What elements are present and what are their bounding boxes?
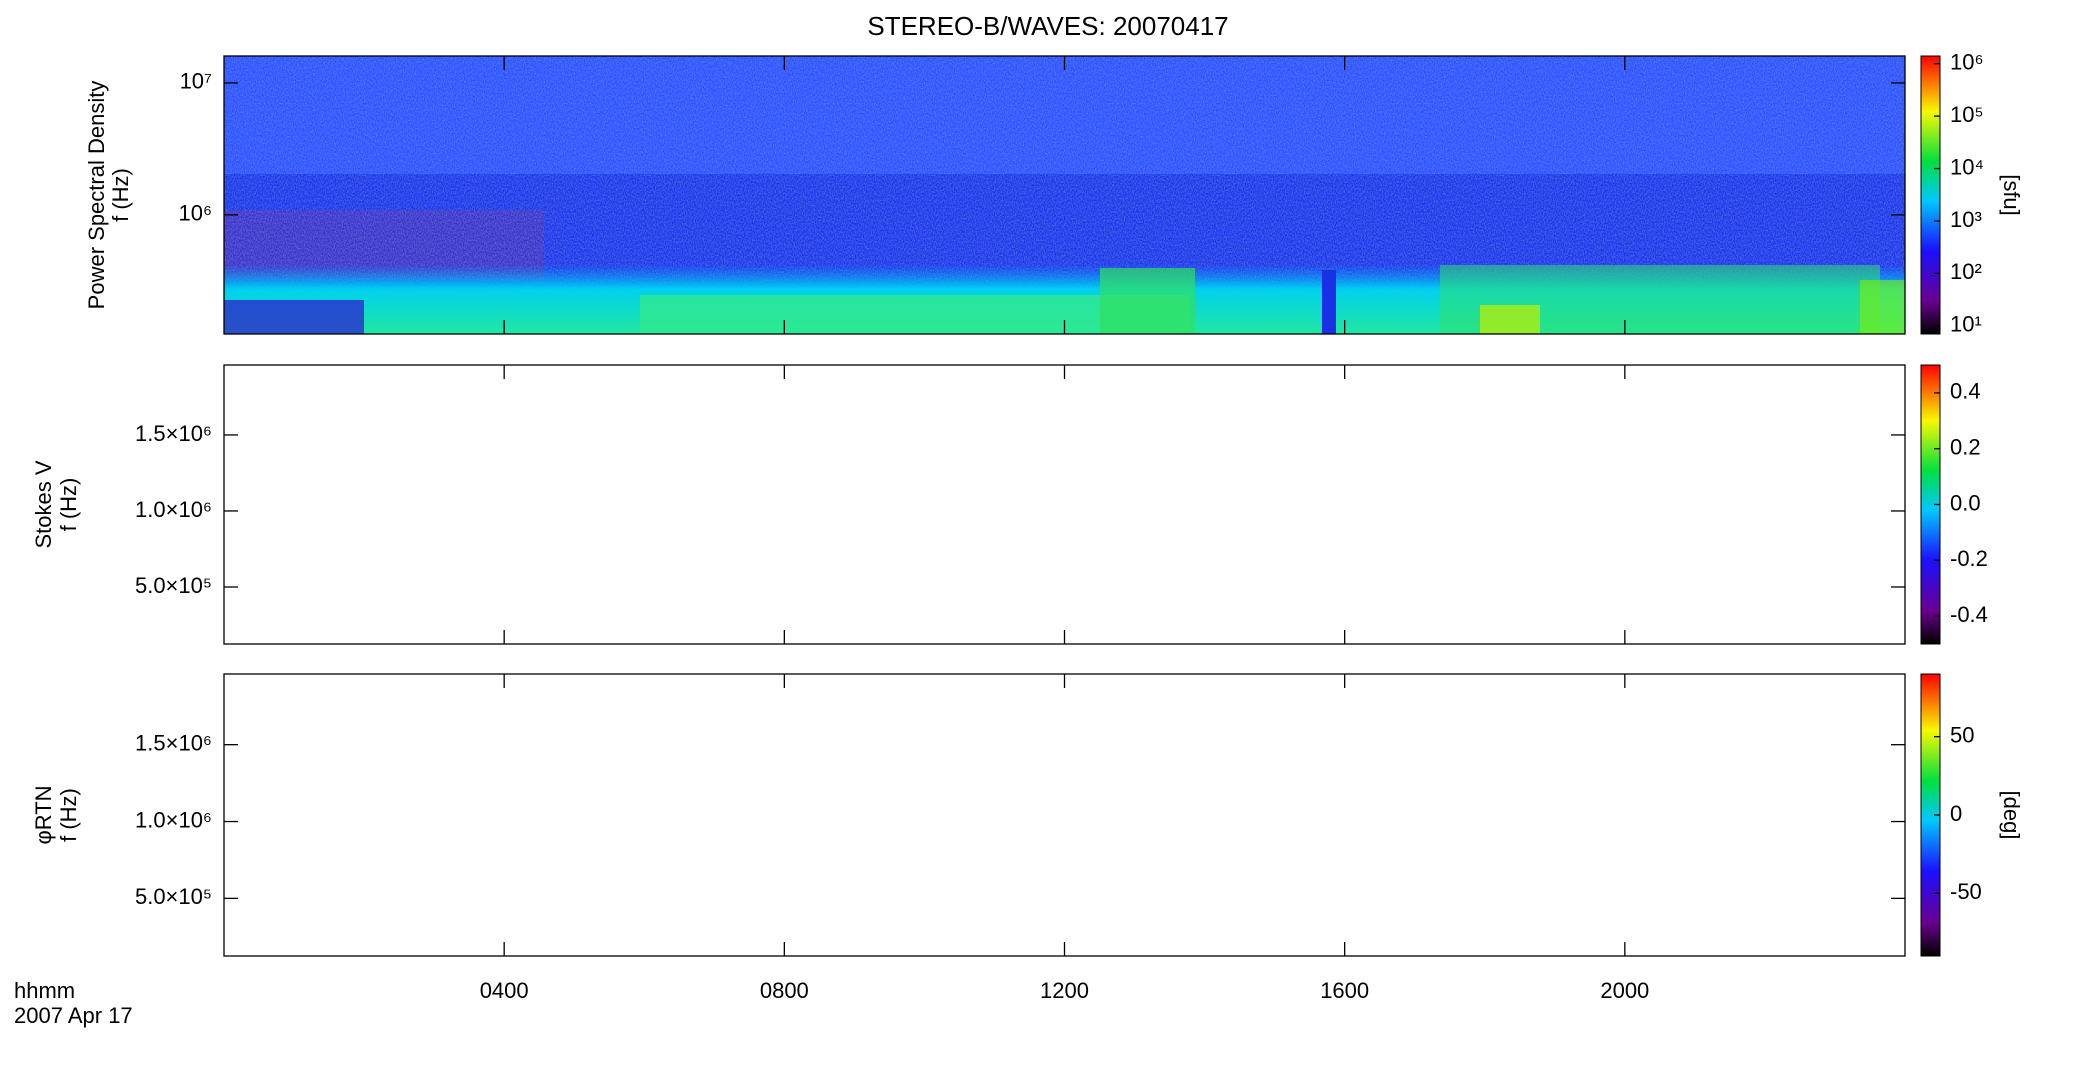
y-axis-label: Stokes V	[31, 460, 56, 548]
colorbar-tick-label: -0.4	[1950, 602, 1988, 627]
x-tick-label: 1200	[1040, 978, 1089, 1003]
y-tick-label: 1.5×10⁶	[135, 421, 212, 446]
date-label: 2007 Apr 17	[14, 1003, 133, 1028]
y-axis-label: Power Spectral Density	[84, 81, 109, 310]
y-tick-label: 5.0×10⁵	[135, 884, 212, 909]
colorbar-label: [deg]	[1999, 791, 2024, 840]
x-tick-label: 1600	[1320, 978, 1369, 1003]
y-axis-label: φRTN	[31, 785, 56, 844]
y-tick-label: 10⁶	[178, 201, 212, 226]
colorbar-tick-label: 0	[1950, 801, 1962, 826]
y-tick-label: 1.0×10⁶	[135, 497, 212, 522]
colorbar-tick-label: -50	[1950, 879, 1982, 904]
plot-area	[224, 365, 1905, 644]
y-tick-label: 5.0×10⁵	[135, 573, 212, 598]
colorbar	[1920, 55, 1941, 335]
colorbar-tick-label: -0.2	[1950, 546, 1988, 571]
y-tick-label: 1.0×10⁶	[135, 807, 212, 832]
colorbar-tick-label: 10⁵	[1950, 102, 1984, 127]
spectrogram-image	[224, 56, 1905, 334]
colorbar-tick-label: 10²	[1950, 259, 1982, 284]
colorbar-tick-label: 50	[1950, 722, 1974, 747]
x-tick-label: 2000	[1600, 978, 1649, 1003]
y-axis-label: f (Hz)	[56, 478, 81, 532]
colorbar-tick-label: 0.2	[1950, 435, 1981, 460]
colorbar-tick-label: 0.0	[1950, 490, 1981, 515]
plot-area	[224, 674, 1905, 956]
colorbar-tick-label: 10⁶	[1950, 49, 1984, 74]
colorbar-label: [sfu]	[1999, 174, 2024, 216]
y-tick-label: 10⁷	[180, 69, 212, 94]
colorbar-tick-label: 10¹	[1950, 312, 1982, 337]
chart-title: STEREO-B/WAVES: 20070417	[867, 11, 1228, 41]
x-axis-label: hhmm	[14, 978, 75, 1003]
y-axis-label: f (Hz)	[108, 168, 133, 222]
y-axis-label: f (Hz)	[56, 788, 81, 842]
x-tick-label: 0400	[480, 978, 529, 1003]
colorbar-tick-label: 10⁴	[1950, 154, 1984, 179]
x-tick-label: 0800	[760, 978, 809, 1003]
colorbar-tick-label: 0.4	[1950, 379, 1981, 404]
y-tick-label: 1.5×10⁶	[135, 731, 212, 756]
colorbar-tick-label: 10³	[1950, 207, 1982, 232]
